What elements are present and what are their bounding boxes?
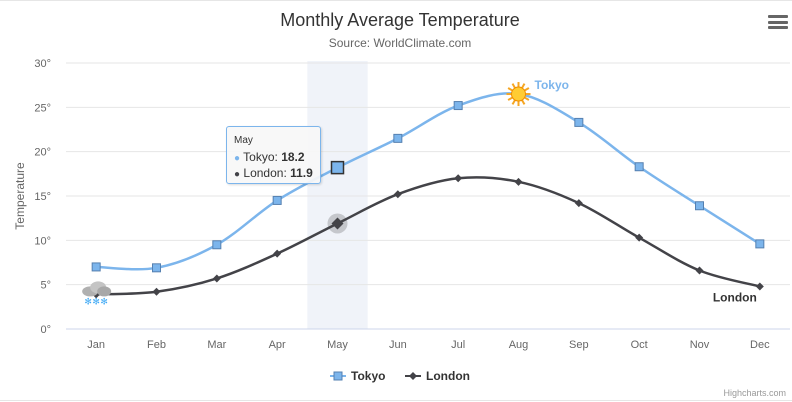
- y-tick-label: 20°: [34, 147, 51, 159]
- x-tick-label: Nov: [690, 339, 710, 351]
- data-point-tokyo[interactable]: [755, 239, 765, 249]
- sun-ray: [511, 83, 516, 89]
- data-point-london[interactable]: [755, 282, 764, 291]
- sun-icon: [506, 82, 531, 107]
- x-tick-label: Jan: [87, 339, 105, 351]
- data-point-london[interactable]: [212, 274, 221, 283]
- data-point-tokyo[interactable]: [330, 160, 345, 175]
- tooltip-header: May: [234, 135, 253, 146]
- tooltip-value: 11.9: [290, 166, 313, 180]
- y-tick-label: 30°: [34, 58, 51, 70]
- data-point-london[interactable]: [574, 199, 583, 208]
- tooltip: May ● Tokyo: 18.2 ● London: 11.9: [226, 126, 321, 184]
- x-tick-label: Dec: [750, 339, 770, 351]
- credits-link[interactable]: Highcharts.com: [723, 388, 786, 398]
- snowflake: ✻: [92, 297, 100, 307]
- tooltip-series-name: London: [243, 166, 284, 180]
- sun-disc: [511, 86, 526, 102]
- data-point-tokyo[interactable]: [152, 263, 161, 273]
- data-point-tokyo[interactable]: [695, 201, 704, 211]
- y-axis-title: Temperature: [13, 162, 27, 230]
- chart-subtitle: Source: WorldClimate.com: [329, 36, 472, 50]
- data-point-london[interactable]: [514, 177, 523, 186]
- legend-label: London: [426, 369, 470, 383]
- x-tick-label: Sep: [569, 339, 589, 351]
- tooltip-series-name: Tokyo: [243, 150, 275, 164]
- y-tick-label: 25°: [34, 102, 51, 114]
- y-tick-label: 15°: [34, 191, 51, 203]
- legend-marker: [409, 372, 417, 380]
- legend-item-tokyo[interactable]: Tokyo: [330, 369, 385, 383]
- data-point-london[interactable]: [331, 217, 344, 230]
- sun-ray: [524, 96, 530, 101]
- x-tick-label: Feb: [147, 339, 166, 351]
- x-tick-label: Jul: [451, 339, 465, 351]
- legend-item-london[interactable]: London: [405, 369, 470, 383]
- sun-ray: [524, 87, 530, 92]
- data-point-tokyo[interactable]: [272, 195, 282, 205]
- sun-ray: [507, 87, 513, 92]
- data-point-london[interactable]: [152, 287, 161, 296]
- menu-icon[interactable]: [768, 15, 788, 31]
- data-point-tokyo[interactable]: [91, 262, 101, 272]
- sun-ray: [521, 83, 526, 89]
- snowflake: ✻: [84, 297, 92, 307]
- sun-ray: [507, 96, 513, 101]
- data-point-tokyo[interactable]: [634, 162, 644, 172]
- x-tick-label: Oct: [631, 339, 648, 351]
- data-point-tokyo[interactable]: [574, 117, 584, 127]
- y-tick-label: 5°: [40, 280, 51, 292]
- legend-marker: [333, 371, 343, 381]
- series-line-london[interactable]: [96, 176, 761, 296]
- x-tick-label: Jun: [389, 339, 407, 351]
- data-point-london[interactable]: [635, 233, 644, 242]
- x-tick-label: Aug: [509, 339, 529, 351]
- snow-cloud-icon: ✻ ✻ ✻: [82, 281, 112, 307]
- x-tick-label: Apr: [269, 339, 286, 351]
- tooltip-row-tokyo: ● Tokyo: 18.2: [234, 150, 305, 164]
- series-label-london: London: [713, 290, 757, 304]
- data-point-london[interactable]: [695, 266, 704, 275]
- tooltip-row-london: ● London: 11.9: [234, 166, 313, 180]
- data-point-london[interactable]: [273, 249, 282, 258]
- legend-label: Tokyo: [351, 369, 385, 383]
- tooltip-value: 18.2: [281, 150, 305, 164]
- y-tick-label: 0°: [40, 324, 51, 336]
- series-label-tokyo: Tokyo: [535, 78, 569, 92]
- data-point-tokyo[interactable]: [453, 101, 463, 111]
- y-tick-label: 10°: [34, 235, 51, 247]
- series-line-tokyo[interactable]: [96, 92, 761, 271]
- data-point-tokyo[interactable]: [393, 133, 403, 143]
- data-point-london[interactable]: [454, 174, 463, 183]
- hover-band: [307, 61, 368, 329]
- x-tick-label: May: [327, 339, 348, 351]
- x-tick-label: Mar: [207, 339, 226, 351]
- snowflake: ✻: [100, 297, 108, 307]
- data-point-tokyo[interactable]: [212, 240, 222, 250]
- sun-ray: [511, 99, 516, 105]
- data-point-london[interactable]: [393, 190, 402, 199]
- sun-ray: [521, 99, 526, 105]
- cloud-part: [97, 286, 112, 297]
- chart-title: Monthly Average Temperature: [280, 10, 519, 30]
